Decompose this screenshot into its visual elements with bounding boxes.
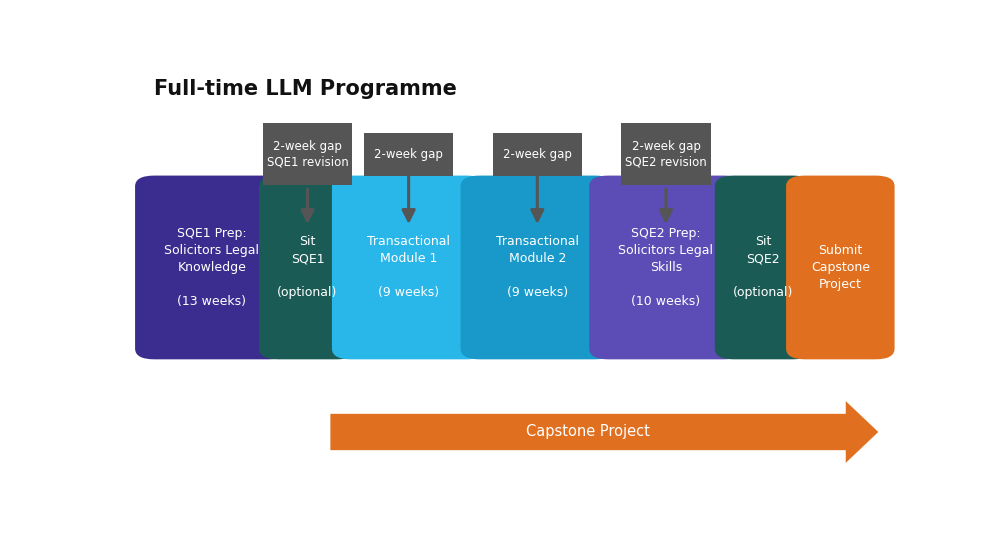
Text: 2-week gap
SQE1 revision: 2-week gap SQE1 revision [267,140,348,168]
FancyBboxPatch shape [786,175,895,359]
Text: Transactional
Module 2

(9 weeks): Transactional Module 2 (9 weeks) [496,235,579,300]
FancyBboxPatch shape [493,133,582,175]
Text: 2-week gap
SQE2 revision: 2-week gap SQE2 revision [625,140,707,168]
FancyBboxPatch shape [259,175,356,359]
FancyBboxPatch shape [135,175,289,359]
Text: Submit
Capstone
Project: Submit Capstone Project [811,244,870,291]
FancyBboxPatch shape [589,175,743,359]
Text: Transactional
Module 1

(9 weeks): Transactional Module 1 (9 weeks) [367,235,450,300]
Polygon shape [330,401,878,463]
FancyBboxPatch shape [621,123,711,185]
FancyBboxPatch shape [263,123,352,185]
FancyBboxPatch shape [364,133,453,175]
Text: Full-time LLM Programme: Full-time LLM Programme [154,79,457,99]
FancyBboxPatch shape [332,175,485,359]
Text: Sit
SQE2

(optional): Sit SQE2 (optional) [733,235,793,300]
FancyBboxPatch shape [461,175,614,359]
Text: 2-week gap: 2-week gap [374,148,443,161]
Text: SQE2 Prep:
Solicitors Legal
Skills

(10 weeks): SQE2 Prep: Solicitors Legal Skills (10 w… [618,227,713,308]
Text: Sit
SQE1

(optional): Sit SQE1 (optional) [277,235,338,300]
Text: Capstone Project: Capstone Project [526,425,650,440]
Text: 2-week gap: 2-week gap [503,148,572,161]
Text: SQE1 Prep:
Solicitors Legal
Knowledge

(13 weeks): SQE1 Prep: Solicitors Legal Knowledge (1… [164,227,259,308]
FancyBboxPatch shape [715,175,812,359]
